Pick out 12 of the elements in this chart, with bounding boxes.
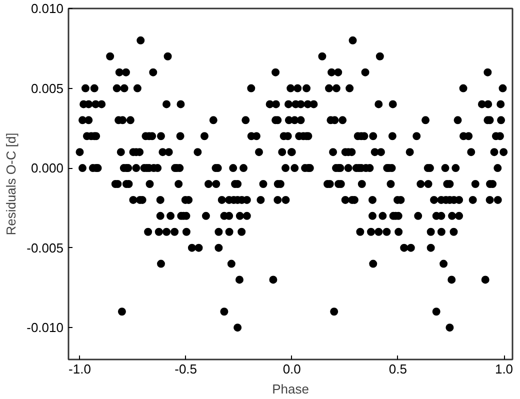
- x-tick-label: 1.0: [494, 362, 514, 376]
- y-tick-label: 0.000: [30, 160, 64, 176]
- x-tick-label: 0.0: [282, 362, 301, 376]
- x-tick-label: -0.5: [174, 362, 198, 376]
- y-axis-title: Residuals O-C [d]: [4, 132, 19, 236]
- y-tick-label: 0.005: [30, 80, 64, 96]
- x-tick-label: 0.5: [388, 362, 407, 376]
- y-tick-label: 0.010: [30, 1, 64, 16]
- x-tick-label: -1.0: [68, 362, 91, 376]
- y-tick-label: -0.010: [26, 320, 64, 336]
- y-tick-label: -0.005: [26, 240, 64, 256]
- x-axis-title: Phase: [272, 382, 309, 396]
